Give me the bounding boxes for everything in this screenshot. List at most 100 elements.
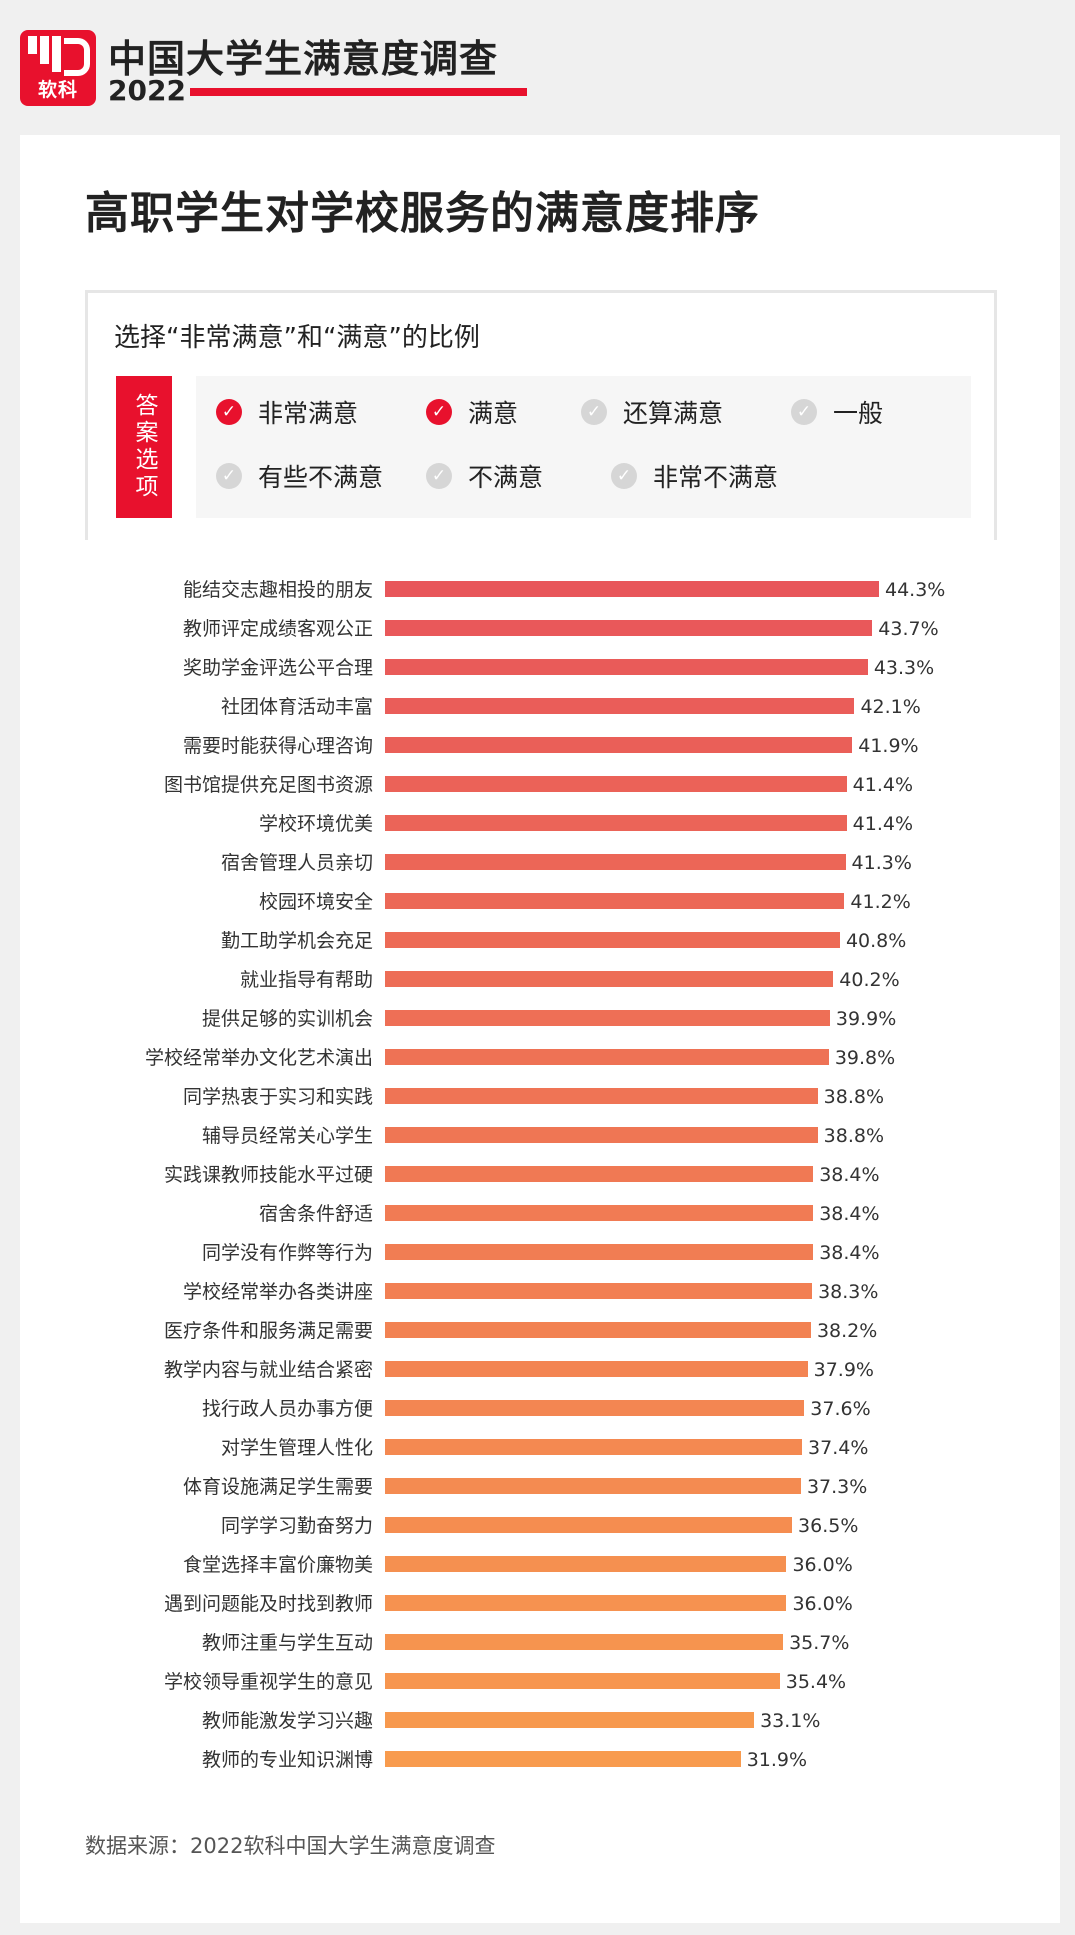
chart-row: 学校领导重视学生的意见 35.4% [20, 1667, 1060, 1697]
chart-row: 教师注重与学生互动 35.7% [20, 1628, 1060, 1658]
question-text: 选择“非常满意”和“满意”的比例 [114, 323, 480, 353]
bar [385, 581, 879, 597]
chart-row: 就业指导有帮助 40.2% [20, 965, 1060, 995]
category-label: 体育设施满足学生需要 [182, 1476, 373, 1498]
option-label: 不满意 [468, 463, 544, 492]
survey-title: 中国大学生满意度调查 [108, 37, 499, 81]
bar [385, 776, 847, 792]
value-label: 36.5% [798, 1515, 859, 1537]
chart-row: 体育设施满足学生需要 37.3% [20, 1472, 1060, 1502]
chart-row: 实践课教师技能水平过硬 38.4% [20, 1160, 1060, 1190]
category-label: 教学内容与就业结合紧密 [163, 1359, 373, 1381]
option-very-dissatisfied: ✓ 非常不满意 [611, 458, 778, 494]
category-label: 学校领导重视学生的意见 [163, 1671, 373, 1693]
chart-row: 能结交志趣相投的朋友 44.3% [20, 575, 1060, 605]
chart-row: 图书馆提供充足图书资源 41.4% [20, 770, 1060, 800]
value-label: 38.8% [823, 1125, 885, 1147]
value-label: 40.8% [845, 930, 907, 952]
chart-row: 遇到问题能及时找到教师 36.0% [20, 1589, 1060, 1619]
category-label: 宿舍管理人员亲切 [220, 852, 373, 874]
category-label: 能结交志趣相投的朋友 [182, 579, 373, 601]
value-label: 39.9% [835, 1008, 897, 1030]
category-label: 同学没有作弊等行为 [201, 1242, 373, 1264]
bar [385, 1205, 814, 1221]
value-label: 38.4% [819, 1164, 880, 1186]
category-label: 遇到问题能及时找到教师 [163, 1593, 373, 1615]
option-dissatisfied: ✓ 不满意 [426, 458, 543, 494]
logo-text: 软科 [37, 79, 78, 101]
chart-row: 提供足够的实训机会 39.9% [20, 1004, 1060, 1034]
option-label: 一般 [833, 399, 884, 428]
bar [385, 659, 868, 675]
category-label: 教师评定成绩客观公正 [182, 618, 373, 640]
category-label: 学校环境优美 [258, 813, 373, 835]
value-label: 40.2% [839, 969, 900, 991]
value-label: 39.8% [834, 1047, 896, 1069]
chart-row: 宿舍管理人员亲切 41.3% [20, 848, 1060, 878]
answer-options-label: 答案选项 [116, 376, 172, 518]
category-label: 图书馆提供充足图书资源 [163, 774, 373, 796]
category-label: 对学生管理人性化 [220, 1437, 373, 1459]
bar [385, 1712, 755, 1728]
bar [385, 1166, 814, 1182]
category-label: 食堂选择丰富价廉物美 [182, 1554, 373, 1576]
year-underline [190, 88, 527, 96]
category-label: 学校经常举办文化艺术演出 [144, 1047, 373, 1069]
chart-row: 校园环境安全 41.2% [20, 887, 1060, 917]
data-source: 数据来源：2022软科中国大学生满意度调查 [85, 1834, 496, 1858]
value-label: 38.4% [819, 1203, 880, 1225]
chart-row: 勤工助学机会充足 40.8% [20, 926, 1060, 956]
bar [385, 1400, 805, 1416]
category-label: 教师的专业知识渊博 [201, 1749, 373, 1771]
bar [385, 1049, 829, 1065]
category-label: 宿舍条件舒适 [258, 1203, 373, 1225]
option-neutral: ✓ 一般 [791, 394, 883, 430]
value-label: 35.7% [789, 1632, 850, 1654]
bar-chart: 能结交志趣相投的朋友 44.3% 教师评定成绩客观公正 43.7% 奖助学金评选公平合理… [20, 575, 1060, 1935]
bar [385, 1010, 830, 1026]
page-title: 高职学生对学校服务的满意度排序 [85, 188, 760, 239]
value-label: 38.2% [816, 1320, 878, 1342]
check-icon: ✓ [611, 463, 637, 489]
option-fairly-satisfied: ✓ 还算满意 [581, 394, 723, 430]
value-label: 41.4% [852, 774, 914, 796]
logo-bar [28, 36, 37, 54]
option-satisfied: ✓ 满意 [426, 394, 518, 430]
value-label: 43.3% [873, 657, 935, 679]
category-label: 就业指导有帮助 [239, 969, 373, 991]
bar [385, 1283, 813, 1299]
category-label: 找行政人员办事方便 [201, 1398, 373, 1420]
category-label: 需要时能获得心理咨询 [182, 735, 373, 757]
bar [385, 737, 853, 753]
bar [385, 893, 845, 909]
option-label: 满意 [468, 399, 519, 428]
bar [385, 854, 846, 870]
value-label: 44.3% [885, 579, 946, 601]
category-label: 提供足够的实训机会 [201, 1008, 373, 1030]
chart-row: 学校经常举办各类讲座 38.3% [20, 1277, 1060, 1307]
option-label: 非常满意 [258, 399, 359, 428]
value-label: 33.1% [760, 1710, 821, 1732]
chart-row: 教师评定成绩客观公正 43.7% [20, 614, 1060, 644]
content-card: 高职学生对学校服务的满意度排序 选择“非常满意”和“满意”的比例 答案选项 ✓ … [20, 135, 1060, 1923]
value-label: 41.3% [851, 852, 912, 874]
option-somewhat-dissatisfied: ✓ 有些不满意 [216, 458, 383, 494]
bar [385, 1556, 787, 1572]
chart-row: 社团体育活动丰富 42.1% [20, 692, 1060, 722]
category-label: 学校经常举办各类讲座 [182, 1281, 373, 1303]
bar [385, 1751, 741, 1767]
category-label: 同学热衷于实习和实践 [182, 1086, 373, 1108]
check-icon: ✓ [426, 463, 452, 489]
bar [385, 1088, 818, 1104]
chart-row: 找行政人员办事方便 37.6% [20, 1394, 1060, 1424]
bar [385, 932, 840, 948]
option-label: 还算满意 [623, 399, 724, 428]
softsci-logo: 软科 [20, 30, 96, 106]
chart-row: 同学学习勤奋努力 36.5% [20, 1511, 1060, 1541]
chart-row: 教师的专业知识渊博 31.9% [20, 1745, 1060, 1775]
value-label: 37.9% [813, 1359, 874, 1381]
option-label: 有些不满意 [258, 463, 384, 492]
value-label: 36.0% [792, 1554, 853, 1576]
logo-bar [40, 36, 49, 64]
chart-row: 学校经常举办文化艺术演出 39.8% [20, 1043, 1060, 1073]
